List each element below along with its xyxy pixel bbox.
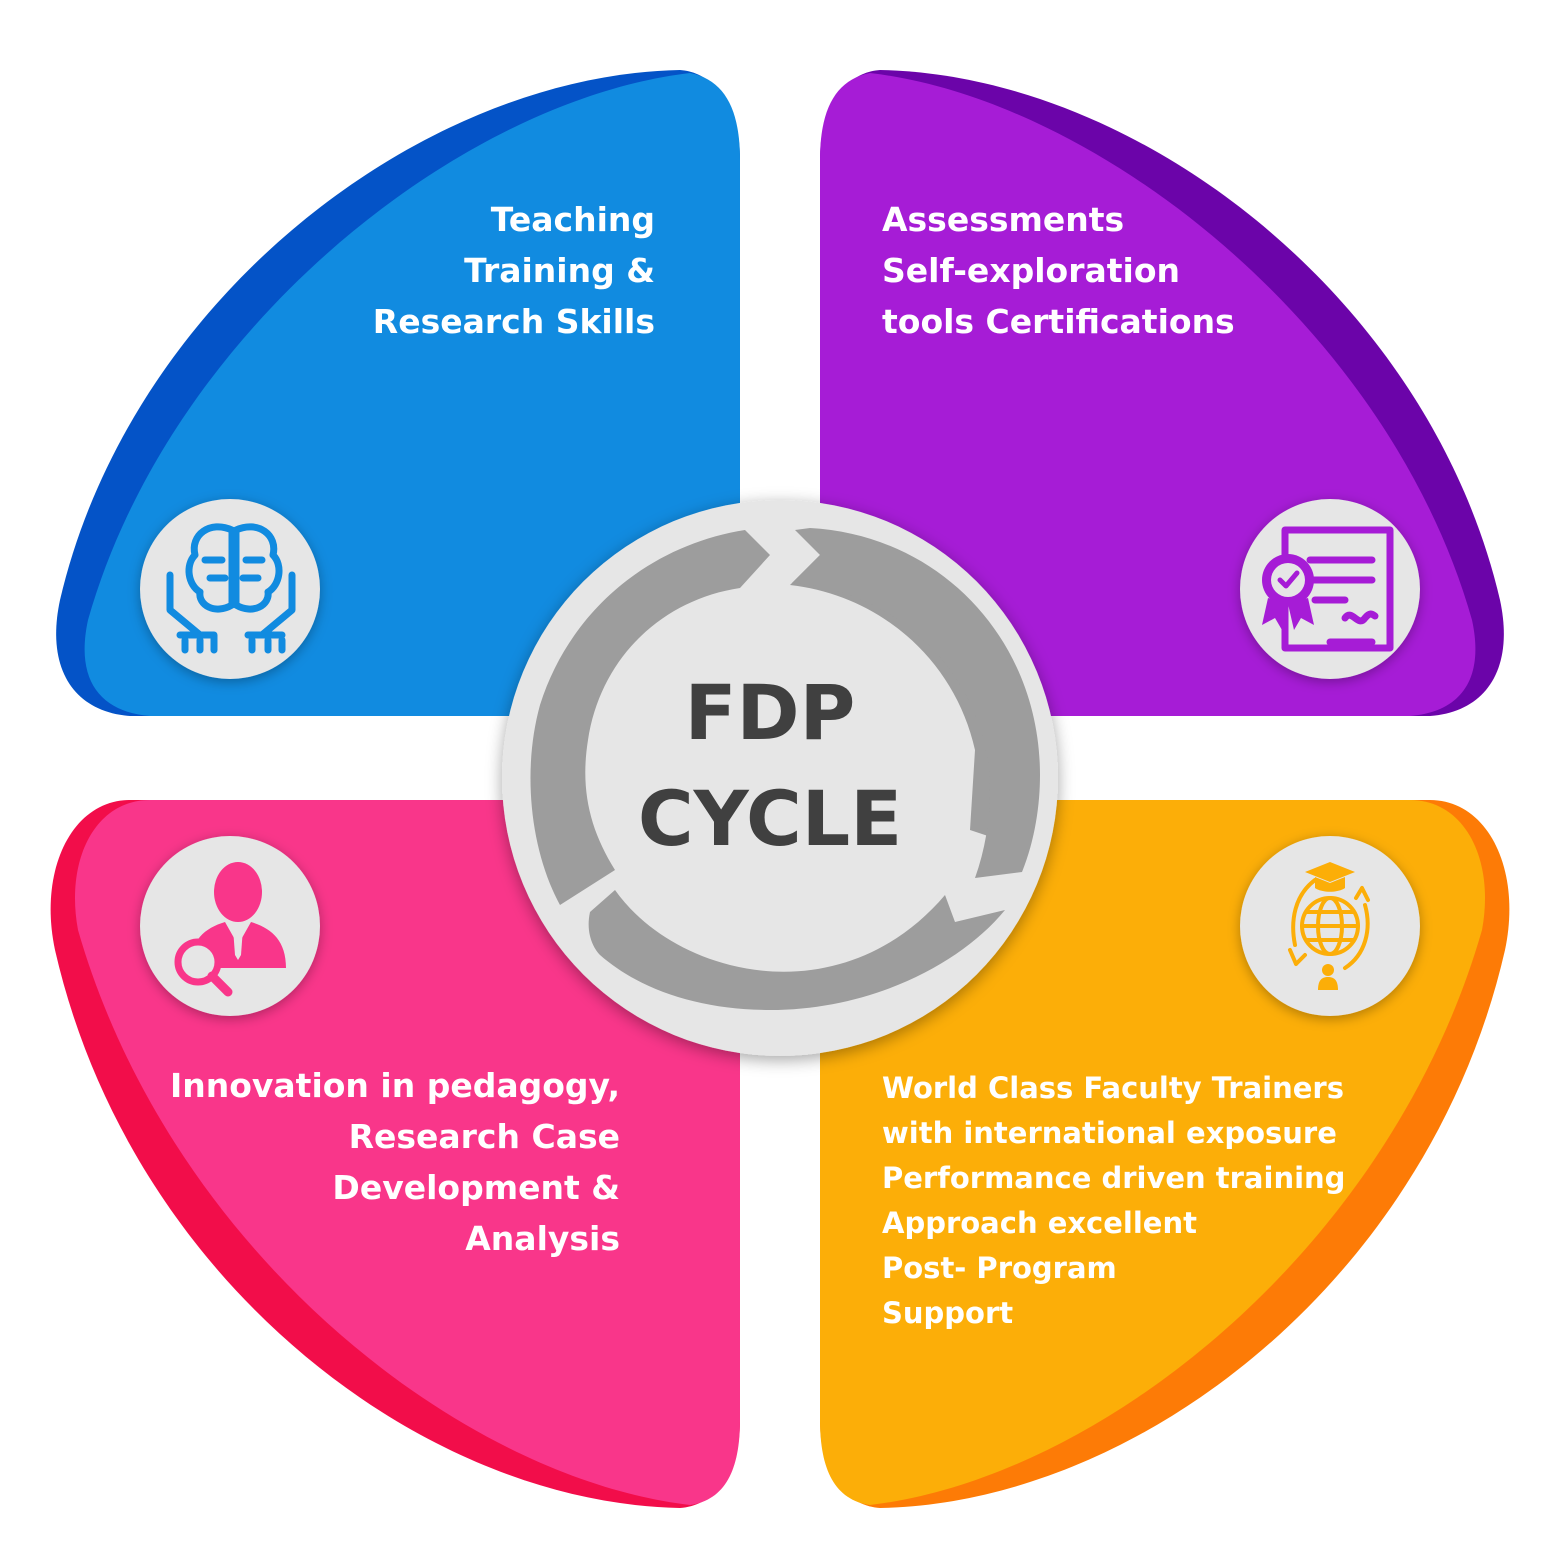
center-title-line: CYCLE [637, 774, 903, 863]
quadrant-top-right-line: Self-exploration [882, 251, 1180, 290]
quadrant-bottom-left-line: Innovation in pedagogy, [169, 1066, 620, 1105]
cycle-arrow-3 [530, 530, 770, 905]
certificate-icon [1240, 499, 1420, 679]
person-search-icon [140, 836, 320, 1016]
quadrant-top-left-line: Research Skills [372, 302, 655, 341]
quadrant-top-left-line: Teaching [490, 200, 655, 239]
quadrant-top-left-line: Training & [464, 251, 655, 290]
quadrant-bottom-left-line: Analysis [465, 1219, 620, 1258]
quadrant-bottom-right-line: Approach excellent [882, 1206, 1197, 1240]
cycle-arrow-1-body [792, 528, 1040, 878]
cycle-arrow-2 [588, 890, 1005, 1010]
quadrant-top-right-line: Assessments [882, 200, 1125, 239]
quadrant-top-right-line: tools Certifications [882, 302, 1235, 341]
quadrant-top-right-text: Assessments Self-exploration tools Certi… [882, 194, 1302, 347]
cycle-arrows-icon [530, 528, 1040, 1010]
quadrant-bottom-left-text: Innovation in pedagogy, Research Case De… [150, 1060, 620, 1264]
quadrant-bottom-right-line: Post- Program [882, 1251, 1117, 1285]
quadrant-top-left-text: Teaching Training & Research Skills [340, 194, 655, 347]
quadrant-bottom-right-line: Performance driven training [882, 1161, 1346, 1195]
quadrant-bottom-right-text: World Class Faculty Trainers with intern… [882, 1066, 1346, 1336]
quadrant-bottom-left-line: Research Case [348, 1117, 620, 1156]
center-title-line: FDP [684, 668, 856, 757]
quadrant-bottom-right-line: with international exposure [882, 1116, 1337, 1150]
brain-hands-icon [140, 499, 320, 679]
center-hub [502, 500, 1058, 1056]
center-title: FDP CYCLE [600, 660, 940, 872]
quadrant-bottom-right-line: Support [882, 1296, 1014, 1330]
quadrant-bottom-right-line: World Class Faculty Trainers [882, 1071, 1344, 1105]
quadrant-bottom-left-line: Development & [332, 1168, 620, 1207]
global-education-icon [1240, 836, 1420, 1016]
